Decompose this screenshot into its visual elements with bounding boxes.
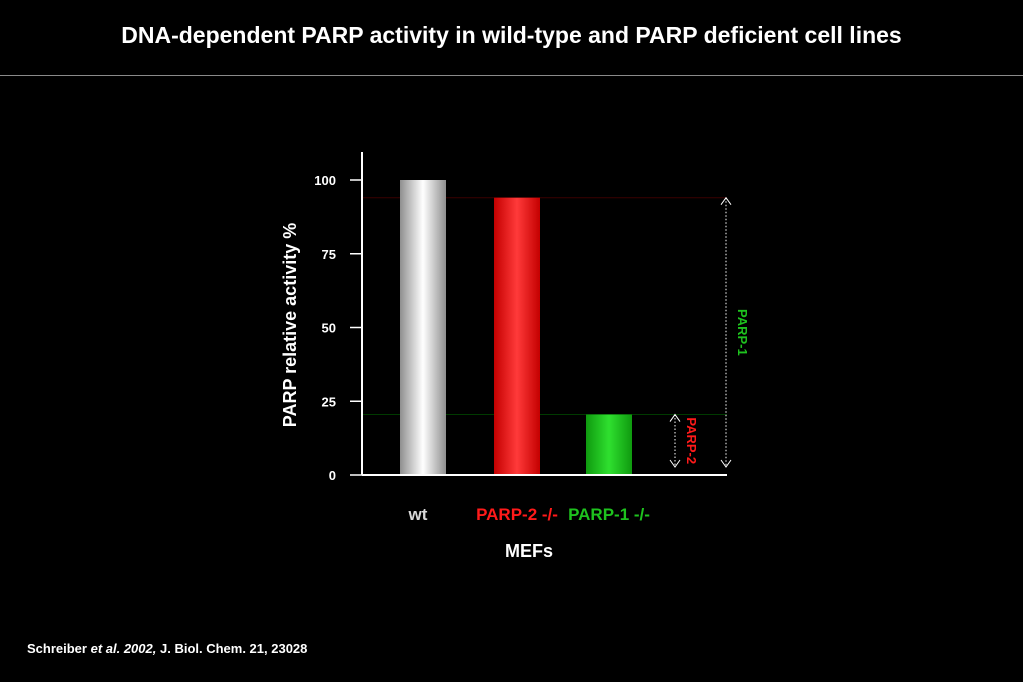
category-label: PARP-2 -/- xyxy=(476,505,558,524)
y-tick-label: 25 xyxy=(322,394,336,409)
arrow-head-down xyxy=(720,459,732,468)
annotation-label: PARP-2 xyxy=(684,417,699,464)
x-axis-label: MEFs xyxy=(505,541,553,561)
category-label: wt xyxy=(408,505,428,524)
citation-etal: et al. 2002, xyxy=(90,641,157,656)
slide-title: DNA-dependent PARP activity in wild-type… xyxy=(121,22,902,48)
citation-author: Schreiber xyxy=(27,641,91,656)
arrow-head-down xyxy=(669,459,681,468)
bar-parp-1 xyxy=(586,414,632,475)
arrow-head-up xyxy=(669,413,681,422)
annotation-label: PARP-1 xyxy=(735,309,750,356)
category-label: PARP-1 -/- xyxy=(568,505,650,524)
bar-wt xyxy=(400,180,446,475)
y-tick-label: 100 xyxy=(314,173,336,188)
y-tick-label: 75 xyxy=(322,247,336,262)
title-divider xyxy=(0,75,1023,76)
y-tick-label: 50 xyxy=(322,321,336,336)
y-tick-label: 0 xyxy=(329,468,336,483)
y-axis-label: PARP relative activity % xyxy=(280,223,300,427)
citation: Schreiber et al. 2002, J. Biol. Chem. 21… xyxy=(27,641,307,656)
bar-parp-2 xyxy=(494,197,540,475)
citation-journal: J. Biol. Chem. 21, 23028 xyxy=(156,641,308,656)
arrow-head-up xyxy=(720,196,732,205)
